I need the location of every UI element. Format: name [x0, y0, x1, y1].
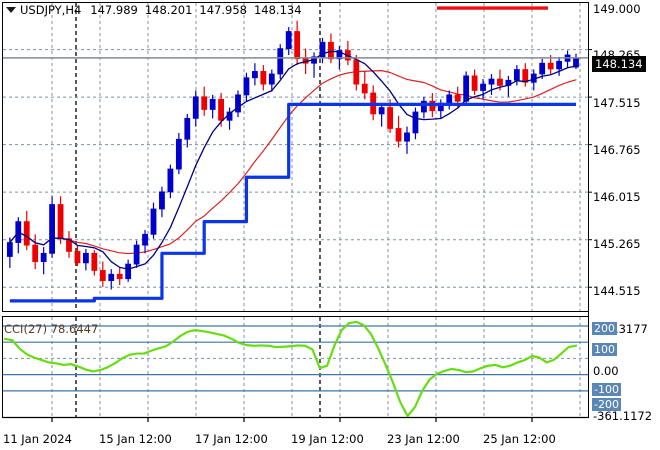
date-tick-label: 19 Jan 12:00 — [291, 432, 364, 446]
date-tick-label: 25 Jan 12:00 — [483, 432, 556, 446]
price-tick-label: 144.515 — [593, 284, 641, 298]
price-tick-label: 146.015 — [593, 190, 641, 204]
date-tick-label: 17 Jan 12:00 — [195, 432, 268, 446]
cci-level-badge-n200: -200 — [592, 398, 621, 411]
ohlc-close-value: 148.134 — [253, 3, 302, 17]
cci-indicator-label: CCI(27) 78.6447 — [4, 322, 99, 336]
date-tick-label: 15 Jan 12:00 — [99, 432, 172, 446]
cci-bottom-label: -361.1172 — [593, 409, 653, 423]
ohlc-high-value: 148.201 — [144, 3, 193, 17]
ohlc-low-value: 147.958 — [199, 3, 247, 17]
price-tick-label: 147.515 — [593, 96, 641, 110]
price-tick-label: 146.765 — [593, 143, 641, 157]
triangle-down-icon[interactable] — [6, 6, 16, 13]
date-tick-label: 23 Jan 12:00 — [387, 432, 460, 446]
current-price-tag: 148.134 — [592, 56, 646, 72]
ohlc-open-value: 147.989 — [90, 3, 138, 17]
cci-level-badge-100: 100 — [592, 343, 617, 356]
cci-zero-label: 0.00 — [593, 364, 619, 378]
cci-level-badge-n100: -100 — [592, 383, 621, 396]
symbol-timeframe-label: USDJPY,H4 — [20, 3, 82, 17]
price-tick-label: 149.000 — [593, 2, 641, 16]
chart-header: USDJPY,H4 147.989 148.201 147.958 148.134 — [6, 3, 309, 17]
price-tick-label: 145.265 — [593, 237, 641, 251]
cci-level-badge-200: 200 — [592, 322, 617, 335]
date-tick-label: 11 Jan 2024 — [3, 432, 72, 446]
